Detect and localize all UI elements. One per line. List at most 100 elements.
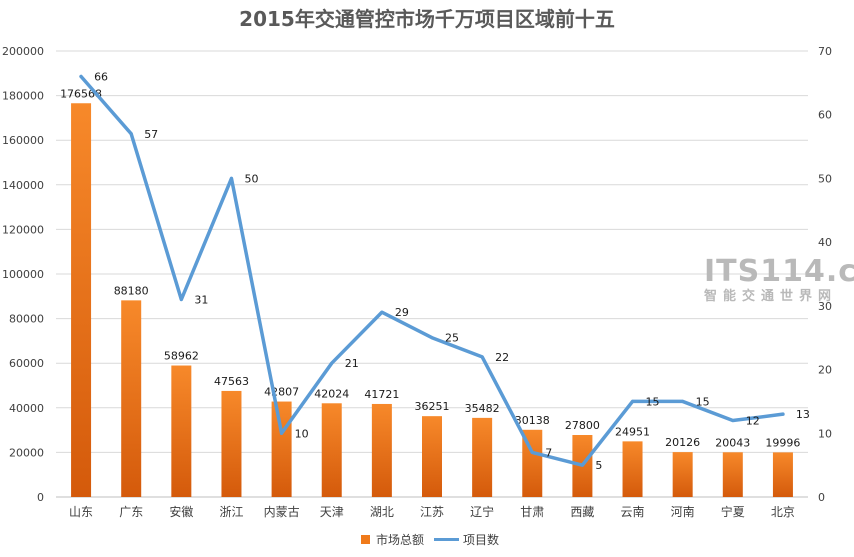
category-label: 安徽 (169, 504, 193, 519)
line-point (580, 463, 584, 467)
y-left-tick-label: 40000 (9, 402, 44, 415)
y-right-tick-label: 10 (818, 427, 832, 440)
legend-line-label: 项目数 (463, 532, 499, 547)
category-label: 内蒙古 (264, 504, 300, 519)
category-label: 云南 (621, 504, 645, 519)
line-data-labels: 66 57 31 50 10 21 29 25 22 7 5 15 15 12 13 (94, 70, 810, 472)
y-left-tick-label: 0 (37, 491, 44, 504)
watermark-logo: ITS114.com 智能交通世界网 (704, 254, 854, 304)
category-label: 甘肃 (520, 505, 544, 519)
category-label: 江苏 (420, 505, 444, 519)
bar-value-label: 20126 (665, 436, 700, 449)
y-right-tick-label: 30 (818, 300, 832, 313)
category-label: 广东 (119, 505, 143, 519)
line-value-label: 29 (395, 306, 409, 319)
y-right-tick-label: 40 (818, 236, 832, 249)
line-point (330, 361, 334, 365)
y-left-tick-label: 160000 (2, 134, 44, 147)
line-value-label: 15 (646, 395, 660, 408)
bar-value-label: 58962 (164, 350, 199, 363)
y-right-tick-label: 0 (818, 491, 825, 504)
line-point (129, 132, 133, 136)
bar (472, 417, 493, 497)
category-label: 天津 (320, 505, 344, 519)
y-left-tick-label: 180000 (2, 90, 44, 103)
line-value-label: 10 (295, 427, 309, 440)
y-left-tick-label: 20000 (9, 446, 44, 459)
chart-title: 2015年交通管控市场千万项目区域前十五 (239, 7, 615, 31)
y-left-tick-label: 140000 (2, 179, 44, 192)
y-axis-right: 0 10 20 30 40 50 60 70 (818, 45, 832, 504)
line-value-label: 21 (345, 357, 359, 370)
line-point (179, 297, 183, 301)
y-right-tick-label: 60 (818, 109, 832, 122)
line-value-label: 15 (696, 395, 710, 408)
bar-value-label: 42024 (314, 387, 349, 400)
bar (622, 441, 643, 497)
bar-value-label: 88180 (114, 284, 149, 297)
line-value-label: 22 (495, 351, 509, 364)
category-label: 湖北 (370, 504, 394, 519)
y-right-tick-label: 70 (818, 45, 832, 58)
bar-value-label: 20043 (715, 436, 750, 449)
bar-value-label: 24951 (615, 425, 650, 438)
y-left-tick-label: 100000 (2, 268, 44, 281)
line-value-label: 31 (194, 293, 208, 306)
y-right-tick-label: 20 (818, 364, 832, 377)
line-point (229, 176, 233, 180)
legend: 市场总额 项目数 (361, 532, 499, 547)
bar-value-label: 36251 (415, 400, 450, 413)
watermark-subtext: 智能交通世界网 (704, 288, 837, 304)
line-value-label: 12 (746, 415, 760, 428)
legend-bar-label: 市场总额 (376, 532, 424, 547)
bar-value-label: 35482 (465, 402, 500, 415)
category-label: 宁夏 (721, 504, 745, 519)
bar-value-label: 27800 (565, 419, 600, 432)
y-right-tick-label: 50 (818, 172, 832, 185)
category-label: 北京 (771, 505, 795, 519)
category-label: 山东 (69, 505, 93, 519)
bar (71, 103, 92, 497)
line-series (79, 74, 785, 467)
bar-value-label: 30138 (515, 414, 550, 427)
y-left-tick-label: 120000 (2, 223, 44, 236)
line-point (380, 310, 384, 314)
line-point (79, 74, 83, 78)
category-label: 河南 (671, 504, 695, 519)
bar-value-label: 41721 (364, 388, 399, 401)
bar-value-label: 42807 (264, 386, 299, 399)
bar (672, 452, 693, 497)
line-value-label: 25 (445, 332, 459, 345)
bar (422, 416, 442, 497)
bar (171, 365, 192, 497)
bar-value-label: 19996 (765, 436, 800, 449)
line-point (631, 399, 635, 403)
legend-bar-swatch (361, 535, 370, 544)
line-point (781, 412, 785, 416)
bar (722, 452, 743, 497)
bar (371, 403, 392, 497)
line-value-label: 57 (144, 128, 158, 141)
line-point (280, 431, 284, 435)
bar (221, 390, 242, 497)
bar (772, 452, 793, 497)
line-point (681, 399, 685, 403)
y-axis-left: 0 20000 40000 60000 80000 100000 120000 140000 1… (2, 45, 44, 504)
category-label: 浙江 (219, 505, 243, 519)
line-value-label: 5 (595, 459, 602, 472)
bar (271, 401, 292, 497)
bar-value-label: 47563 (214, 375, 249, 388)
bar (121, 300, 142, 497)
y-left-tick-label: 80000 (9, 313, 44, 326)
line-value-label: 50 (244, 172, 258, 185)
line-value-label: 7 (545, 446, 552, 459)
watermark-text: ITS114.com (704, 254, 854, 289)
line-point (430, 336, 434, 340)
line-point (530, 450, 534, 454)
y-left-tick-label: 60000 (9, 357, 44, 370)
category-label: 辽宁 (470, 504, 494, 519)
y-left-tick-label: 200000 (2, 45, 44, 58)
line-value-label: 66 (94, 70, 108, 83)
